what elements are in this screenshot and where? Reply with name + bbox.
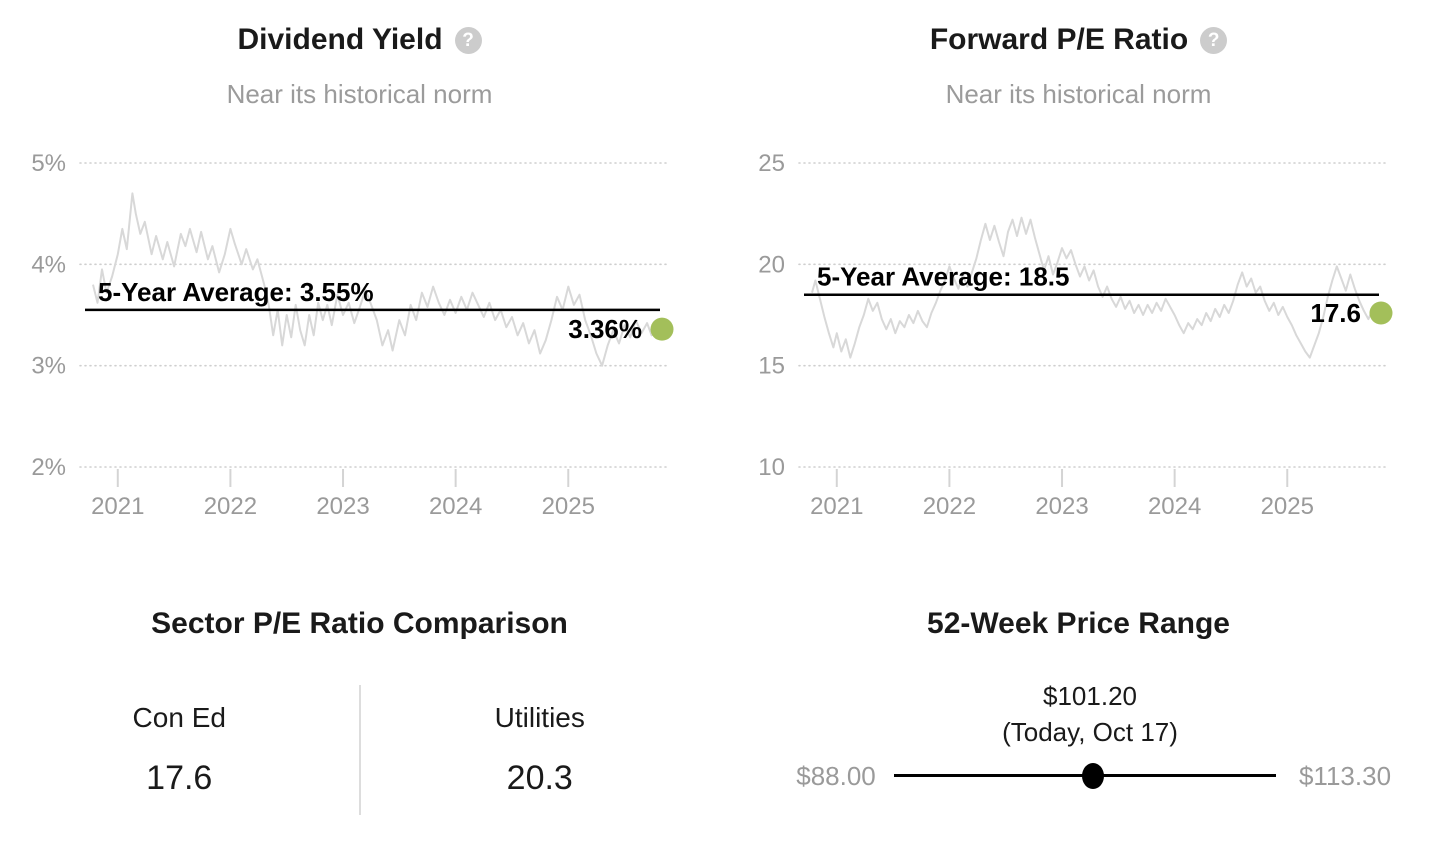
forward-pe-section: Forward P/E Ratio ? Near its historical … xyxy=(719,0,1438,560)
x-axis-label: 2021 xyxy=(810,493,863,520)
y-axis-label: 15 xyxy=(758,353,785,380)
price-range-section: 52-Week Price Range $101.20 (Today, Oct … xyxy=(719,560,1438,846)
x-axis-label: 2023 xyxy=(1035,493,1088,520)
x-axis-label: 2021 xyxy=(91,493,144,520)
current-value-label: 17.6 xyxy=(1310,298,1361,328)
vertical-divider xyxy=(358,685,361,815)
utilities-label: Utilities xyxy=(494,702,585,733)
range-min-label: $88.00 xyxy=(796,761,876,791)
y-axis-label: 2% xyxy=(31,454,66,481)
current-value-label: 3.36% xyxy=(568,314,642,344)
x-axis-label: 2022 xyxy=(923,493,976,520)
sector-comparison-row: Con Ed 17.6 Utilities 20.3 xyxy=(0,685,719,815)
utilities-value: 20.3 xyxy=(506,759,573,797)
average-label: 5-Year Average: 18.5 xyxy=(817,262,1069,292)
forward-pe-title: Forward P/E Ratio xyxy=(929,23,1189,56)
current-price-date: (Today, Oct 17) xyxy=(1002,717,1178,747)
history-line xyxy=(811,216,1384,359)
y-axis-label: 4% xyxy=(31,251,66,278)
current-value-dot xyxy=(1369,301,1393,325)
range-max-label: $113.30 xyxy=(1298,761,1392,791)
current-price-marker[interactable] xyxy=(1082,762,1105,789)
compare-col-con-ed: Con Ed 17.6 xyxy=(0,685,359,815)
y-axis-label: 3% xyxy=(31,353,66,380)
x-axis-label: 2025 xyxy=(1261,493,1314,520)
x-axis-label: 2024 xyxy=(1148,493,1201,520)
dividend-yield-subtitle: Near its historical norm xyxy=(226,79,493,109)
x-axis-label: 2023 xyxy=(316,493,369,520)
x-axis-label: 2024 xyxy=(429,493,482,520)
compare-col-utilities: Utilities 20.3 xyxy=(361,685,720,815)
help-icon[interactable]: ? xyxy=(1200,26,1228,54)
y-axis-label: 20 xyxy=(758,251,785,278)
y-axis-label: 5% xyxy=(31,150,66,177)
sector-pe-comparison-section: Sector P/E Ratio Comparison Con Ed 17.6 … xyxy=(0,560,719,846)
y-axis-label: 10 xyxy=(758,454,785,481)
history-line xyxy=(92,192,665,367)
sector-pe-comparison-title: Sector P/E Ratio Comparison xyxy=(151,607,568,640)
forward-pe-title-row: Forward P/E Ratio ? xyxy=(719,22,1438,58)
dividend-yield-chart: 5% 4% 3% 2% 2021 2022 2023 2024 2025 5-Year Avera… xyxy=(31,150,674,520)
price-range-title: 52-Week Price Range xyxy=(927,607,1230,640)
price-range-track xyxy=(894,762,1276,789)
x-axis-label: 2025 xyxy=(542,493,595,520)
current-price-label: $101.20 xyxy=(1043,681,1137,711)
dividend-yield-title: Dividend Yield xyxy=(237,23,443,56)
help-icon[interactable]: ? xyxy=(454,26,482,54)
con-ed-value: 17.6 xyxy=(146,759,213,797)
y-axis-label: 25 xyxy=(758,150,785,177)
x-axis-label: 2022 xyxy=(204,493,257,520)
current-value-dot xyxy=(650,317,674,341)
forward-pe-chart: 25 20 15 10 2021 2022 2023 2024 2025 5-Year Avera… xyxy=(758,150,1393,520)
con-ed-label: Con Ed xyxy=(132,702,226,733)
average-label: 5-Year Average: 3.55% xyxy=(98,277,374,307)
dividend-yield-title-row: Dividend Yield ? xyxy=(0,22,719,58)
dividend-yield-section: Dividend Yield ? Near its historical nor… xyxy=(0,0,719,560)
forward-pe-subtitle: Near its historical norm xyxy=(945,79,1212,109)
